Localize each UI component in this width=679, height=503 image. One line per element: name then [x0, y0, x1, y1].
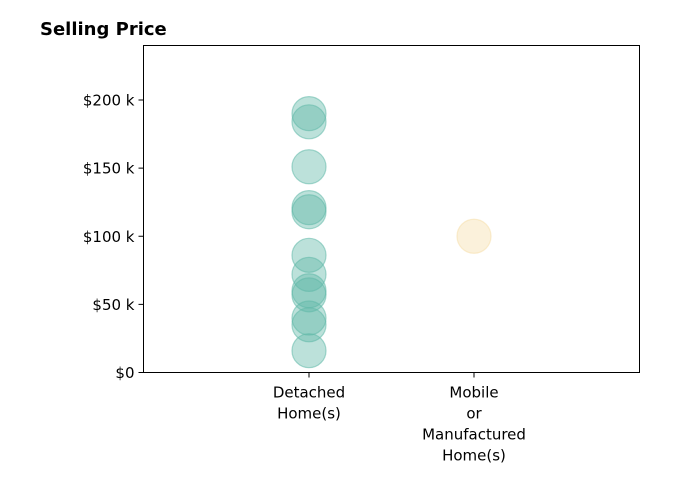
- x-tick-label: Detached: [273, 384, 345, 402]
- x-tick-label: Manufactured: [422, 426, 526, 444]
- x-tick-label: Home(s): [442, 447, 506, 465]
- x-tick-label: Mobile: [449, 384, 498, 402]
- data-point: [291, 149, 327, 185]
- x-tick-label: Home(s): [277, 405, 341, 423]
- plot-frame: [143, 45, 640, 373]
- data-point: [291, 104, 327, 140]
- data-points: [291, 96, 492, 369]
- data-point: [456, 218, 492, 254]
- data-point: [291, 273, 327, 309]
- y-tick-label: $0: [115, 364, 134, 382]
- data-point: [291, 333, 327, 369]
- data-point: [291, 256, 327, 292]
- x-tick-label: or: [466, 405, 482, 423]
- y-tick-label: $200 k: [83, 92, 135, 110]
- y-tick-label: $150 k: [83, 160, 135, 178]
- data-point: [291, 96, 327, 132]
- chart-title: Selling Price: [40, 19, 167, 40]
- data-point: [291, 237, 327, 273]
- x-axis: Detached Home(s) Mobile or Manufactured Home(…: [273, 372, 526, 465]
- data-point: [291, 190, 327, 226]
- y-axis: $0 $50 k $100 k $150 k $200 k: [83, 92, 144, 382]
- y-tick-label: $100 k: [83, 228, 135, 246]
- y-tick-label: $50 k: [92, 296, 134, 314]
